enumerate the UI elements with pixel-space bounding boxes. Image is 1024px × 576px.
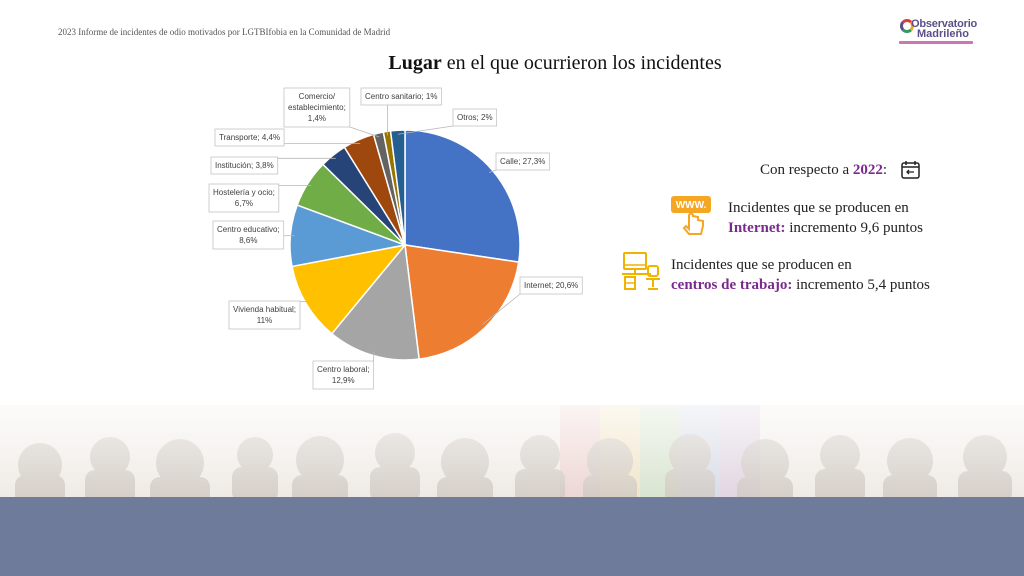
data-label-3: Vivienda habitual; 11% (233, 305, 296, 325)
data-label-2: Centro laboral; 12,9% (317, 365, 369, 385)
data-label-box-2 (312, 360, 374, 390)
data-label-box-0 (495, 152, 550, 171)
data-label-box-5 (208, 183, 280, 213)
internet-rest: incremento 9,6 puntos (785, 220, 923, 236)
workplace-rest: incremento 5,4 puntos (792, 277, 930, 293)
workplace-accent: centros de trabajo: (671, 277, 793, 293)
workplace-desk-icon (622, 252, 660, 290)
leader-line-8 (349, 126, 380, 138)
pie-slice-10 (389, 129, 406, 246)
report-header-title: 2023 Informe de incidentes de odio motiv… (58, 27, 391, 37)
leader-line-0 (488, 169, 497, 173)
logo-text-line1: Observatorio (911, 18, 978, 30)
comparison-colon: : (882, 162, 888, 178)
internet-increase-text: Incidentes que se producen en Internet: … (728, 198, 923, 238)
data-label-box-1 (519, 276, 583, 295)
footer-bar (0, 497, 1024, 576)
comparison-intro: Con respecto a 2022: (760, 160, 887, 180)
logo-text-line2: Madrileño (917, 28, 969, 40)
data-label-8: Comercio/establecimiento; 1,4% (288, 92, 346, 123)
data-label-10: Otros; 2% (457, 113, 493, 122)
www-label: WWW. (676, 200, 707, 211)
slide-title: Lugar en el que ocurrieron los incidente… (0, 52, 1024, 75)
workplace-increase-text: Incidentes que se producen en centros de… (671, 255, 930, 295)
www-click-icon: WWW. (671, 196, 711, 235)
data-label-6: Institución; 3,8% (215, 161, 274, 170)
calendar-icon (901, 161, 920, 179)
data-label-0: Calle; 27,3% (500, 157, 545, 166)
internet-line1: Incidentes que se producen en (728, 200, 909, 216)
leader-line-1 (482, 293, 521, 325)
slide-title-bold: Lugar (388, 52, 442, 74)
internet-accent: Internet: (728, 220, 786, 236)
data-label-1: Internet; 20,6% (524, 281, 578, 290)
crowd-silhouette-image (0, 405, 1024, 498)
data-label-box-7 (214, 128, 285, 147)
pie-slice-3 (291, 243, 407, 335)
data-label-box-9 (360, 87, 442, 106)
crowd-silhouette-band (0, 405, 1024, 498)
data-label-box-3 (228, 300, 301, 330)
data-label-5: Hostelería y ocio; 6,7% (213, 188, 275, 208)
leader-line-10 (397, 125, 454, 135)
data-label-9: Centro sanitario; 1% (365, 92, 437, 101)
observatorio-logo: Observatorio Madrileño (897, 18, 977, 48)
data-label-box-8 (283, 87, 351, 128)
data-label-box-4 (212, 220, 285, 250)
pie-slice-0 (404, 129, 521, 264)
logo-mark-icon (900, 19, 914, 33)
workplace-line1: Incidentes que se producen en (671, 257, 852, 273)
slide-title-rest: en el que ocurrieron los incidentes (441, 52, 722, 74)
comparison-intro-text: Con respecto a (760, 162, 853, 178)
pie-slice-1 (404, 244, 520, 360)
data-label-4: Centro educativo; 8,6% (217, 225, 280, 245)
logo-tagline-bar (899, 41, 973, 44)
data-label-box-6 (210, 156, 279, 175)
data-label-7: Transporte; 4,4% (219, 133, 280, 142)
data-label-box-10 (452, 108, 497, 127)
pie-slice-2 (330, 243, 420, 361)
comparison-year: 2022 (852, 162, 883, 178)
